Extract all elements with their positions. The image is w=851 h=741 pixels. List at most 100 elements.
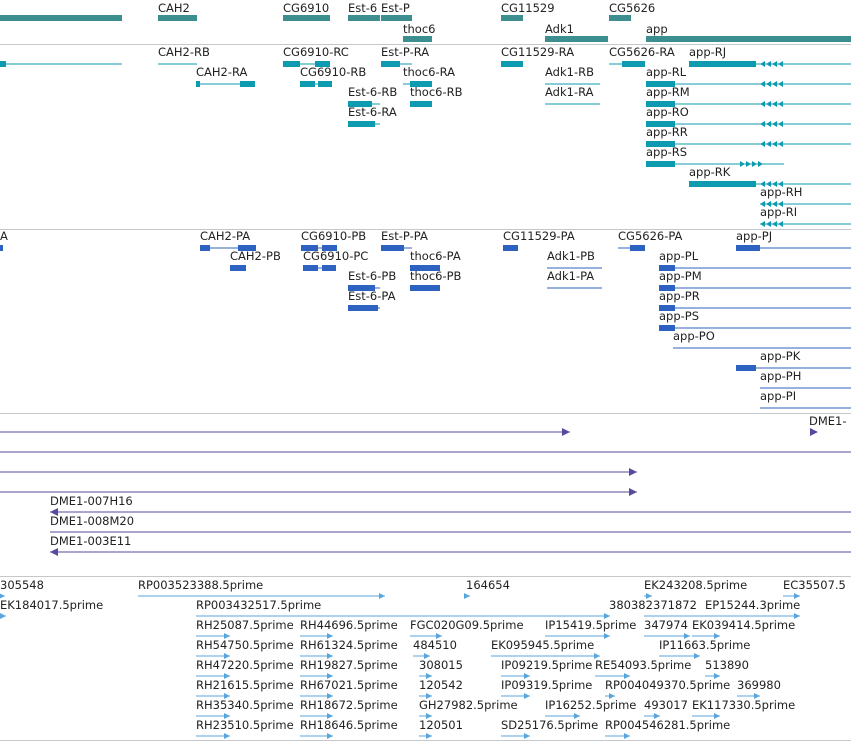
- transcript-label[interactable]: CAH2-RB: [158, 45, 210, 59]
- est-end[interactable]: [574, 713, 580, 719]
- est-label[interactable]: 369980: [737, 678, 781, 692]
- transcript-intron[interactable]: [283, 63, 330, 65]
- cds-exon[interactable]: [630, 245, 645, 251]
- est-end[interactable]: [426, 673, 432, 679]
- cds-exon[interactable]: [659, 305, 675, 311]
- est-label[interactable]: 493017: [644, 698, 688, 712]
- est-line[interactable]: [545, 715, 580, 717]
- cds-intron[interactable]: [659, 287, 851, 289]
- clone-label[interactable]: DME1-007H16: [50, 494, 133, 508]
- gene-label[interactable]: Adk1: [545, 22, 574, 36]
- est-end[interactable]: [0, 593, 5, 599]
- transcript-exon[interactable]: [410, 81, 432, 87]
- cds-exon[interactable]: [736, 365, 756, 371]
- est-end[interactable]: [327, 653, 333, 659]
- cds-intron[interactable]: [659, 267, 851, 269]
- strand-arrow[interactable]: [766, 141, 771, 147]
- transcript-exon[interactable]: [646, 161, 675, 167]
- gene-label[interactable]: CAH2: [158, 1, 190, 15]
- est-end[interactable]: [654, 713, 660, 719]
- cds-exon[interactable]: [200, 245, 210, 251]
- clone-line[interactable]: [0, 451, 851, 453]
- est-line[interactable]: [644, 715, 660, 717]
- transcript-exon[interactable]: [300, 81, 315, 87]
- est-end[interactable]: [327, 713, 333, 719]
- clone-end[interactable]: [629, 468, 637, 476]
- transcript-intron[interactable]: [196, 83, 255, 85]
- transcript-label[interactable]: app-RL: [646, 65, 687, 79]
- transcript-exon[interactable]: [646, 101, 675, 107]
- transcript-exon[interactable]: [646, 81, 675, 87]
- protein-label[interactable]: CAH2-PB: [230, 249, 281, 263]
- protein-label[interactable]: app-PI: [760, 389, 797, 403]
- transcript-label[interactable]: app-RO: [646, 105, 689, 119]
- est-line[interactable]: [419, 675, 432, 677]
- strand-arrow[interactable]: [778, 201, 783, 207]
- est-line[interactable]: [595, 675, 630, 677]
- protein-label[interactable]: app-PJ: [736, 229, 773, 243]
- transcript-intron[interactable]: [646, 83, 851, 85]
- gene-bar[interactable]: [158, 15, 197, 21]
- protein-label[interactable]: CAH2-PA: [200, 229, 251, 243]
- est-label[interactable]: RH21615.5prime: [196, 678, 294, 692]
- strand-arrow[interactable]: [760, 221, 765, 227]
- transcript-label[interactable]: CG6910-RB: [300, 65, 367, 79]
- est-end[interactable]: [224, 633, 230, 639]
- clone-end[interactable]: [810, 428, 818, 436]
- strand-arrow[interactable]: [766, 61, 771, 67]
- est-end[interactable]: [224, 733, 230, 739]
- est-line[interactable]: [300, 735, 333, 737]
- est-label[interactable]: RH47220.5prime: [196, 658, 294, 672]
- cds-exon[interactable]: [348, 285, 375, 291]
- protein-label[interactable]: Adk1-PA: [547, 269, 595, 283]
- protein-label[interactable]: thoc6-PB: [410, 269, 462, 283]
- strand-arrow[interactable]: [760, 101, 765, 107]
- est-line[interactable]: [644, 615, 800, 617]
- transcript-intron[interactable]: [300, 83, 332, 85]
- strand-arrow[interactable]: [758, 161, 763, 167]
- est-label[interactable]: EK117330.5prime: [692, 698, 796, 712]
- cds-exon[interactable]: [659, 265, 675, 271]
- transcript-exon[interactable]: [410, 101, 432, 107]
- transcript-intron[interactable]: [646, 143, 851, 145]
- transcript-intron[interactable]: [760, 223, 851, 225]
- transcript-label[interactable]: CAH2-RA: [196, 65, 248, 79]
- est-end[interactable]: [794, 613, 800, 619]
- transcript-label[interactable]: Adk1-RA: [545, 85, 594, 99]
- est-label[interactable]: 120501: [419, 718, 463, 732]
- cds-exon[interactable]: [410, 285, 440, 291]
- est-end[interactable]: [694, 653, 700, 659]
- transcript-exon[interactable]: [240, 81, 255, 87]
- transcript-exon[interactable]: [689, 181, 756, 187]
- strand-arrow[interactable]: [772, 221, 777, 227]
- est-label[interactable]: RH61324.5prime: [300, 638, 398, 652]
- est-end[interactable]: [327, 673, 333, 679]
- est-end[interactable]: [714, 673, 720, 679]
- gene-bar[interactable]: [0, 15, 122, 21]
- est-end[interactable]: [436, 633, 442, 639]
- transcript-label[interactable]: app-RK: [689, 165, 731, 179]
- cds-exon[interactable]: [381, 245, 404, 251]
- est-line[interactable]: [300, 635, 333, 637]
- est-line[interactable]: [196, 655, 230, 657]
- gene-label[interactable]: app: [646, 22, 668, 36]
- transcript-intron[interactable]: [0, 63, 122, 65]
- est-line[interactable]: [545, 635, 610, 637]
- strand-arrow[interactable]: [772, 81, 777, 87]
- est-line[interactable]: [196, 635, 230, 637]
- transcript-label[interactable]: app-RJ: [689, 45, 727, 59]
- strand-arrow[interactable]: [772, 121, 777, 127]
- cds-intron[interactable]: [673, 347, 851, 349]
- est-line[interactable]: [300, 715, 333, 717]
- gene-bar[interactable]: [403, 36, 432, 42]
- est-end[interactable]: [604, 633, 610, 639]
- strand-arrow[interactable]: [772, 101, 777, 107]
- strand-arrow[interactable]: [778, 101, 783, 107]
- strand-arrow[interactable]: [760, 201, 765, 207]
- est-label[interactable]: FGC020G09.5prime: [410, 618, 524, 632]
- est-line[interactable]: [196, 675, 230, 677]
- est-line[interactable]: [491, 655, 600, 657]
- strand-arrow[interactable]: [772, 141, 777, 147]
- est-line[interactable]: [501, 695, 530, 697]
- strand-arrow[interactable]: [766, 81, 771, 87]
